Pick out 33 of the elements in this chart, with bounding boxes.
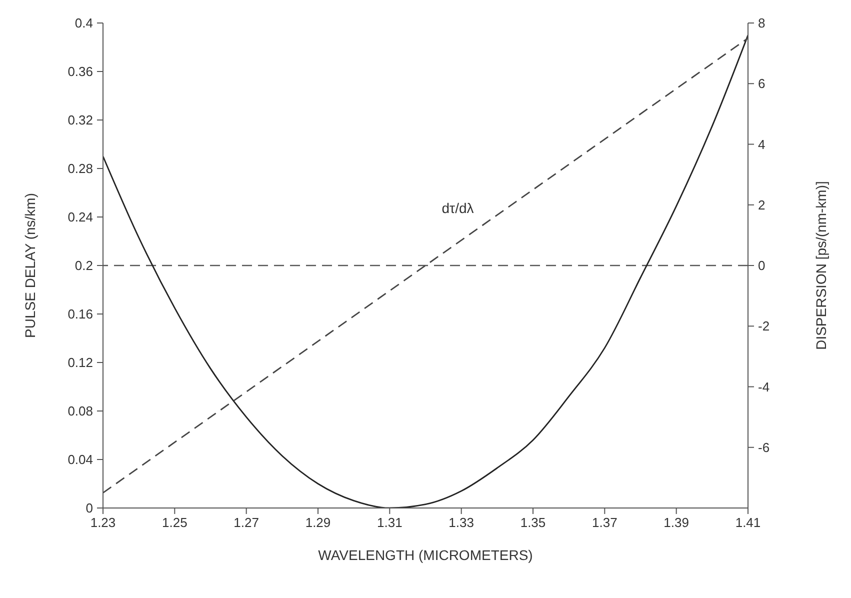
x-tick-label: 1.23	[90, 515, 116, 530]
x-tick-label: 1.29	[305, 515, 331, 530]
x-tick-label: 1.41	[735, 515, 761, 530]
y-tick-label: 0.24	[68, 210, 93, 225]
y-tick-label: 0	[86, 500, 93, 516]
x-tick-label: 1.35	[520, 515, 546, 530]
x-tick-label: 1.27	[234, 515, 259, 530]
y-tick-label: 0.36	[68, 64, 93, 80]
y2-tick-label: -4	[758, 379, 770, 394]
y2-tick-label: 4	[758, 136, 766, 152]
x-tick-label: 1.33	[448, 515, 474, 530]
series-label: dτ/dλ	[442, 200, 474, 216]
y-tick-label: 0.4	[74, 16, 93, 31]
y-axis-title: PULSE DELAY (ns/km)	[22, 193, 38, 338]
x-axis-title: WAVELENGTH (MICROMETERS)	[318, 547, 533, 563]
x-tick-label: 1.37	[592, 515, 618, 530]
y-tick-label: 0.32	[68, 112, 93, 128]
y2-tick-label: 6	[758, 76, 766, 92]
y2-tick-label: -2	[758, 318, 770, 334]
y-tick-label: 0.16	[68, 306, 93, 322]
y2-tick-label: 0	[758, 258, 766, 274]
x-tick-label: 1.31	[377, 515, 402, 530]
y-tick-label: 0.04	[68, 452, 93, 468]
y2-tick-label: -6	[758, 440, 770, 455]
y2-tick-label: 8	[758, 16, 766, 31]
y2-tick-label: 2	[758, 197, 766, 212]
y-tick-label: 0.2	[74, 258, 93, 274]
y-tick-label: 0.28	[68, 161, 93, 176]
y-tick-label: 0.12	[68, 355, 93, 370]
y-tick-label: 0.08	[68, 404, 93, 419]
y2-axis-title: DISPERSION [ps/(nm-km)]	[812, 181, 829, 350]
x-tick-label: 1.39	[664, 515, 689, 530]
x-tick-label: 1.25	[162, 515, 188, 530]
